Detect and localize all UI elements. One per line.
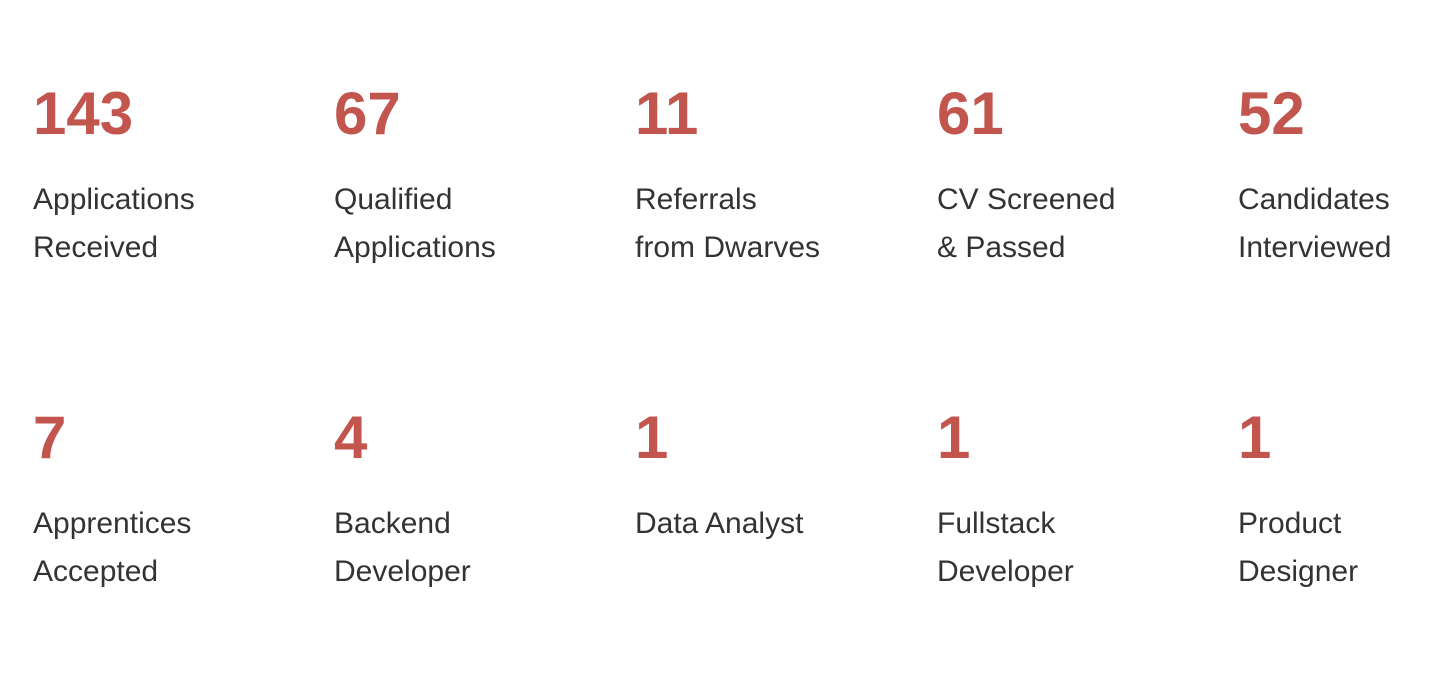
stat-label-line-1: Candidates [1238, 183, 1390, 216]
stat-label-line-2: & Passed [937, 231, 1066, 264]
stat-label: Applications Received [33, 176, 333, 272]
stat-label-line-1: Qualified [334, 183, 453, 216]
stat-card-fullstack-developer: 1 Fullstack Developer [937, 406, 1237, 596]
stat-label: Product Designer [1238, 500, 1442, 596]
stat-label: Backend Developer [334, 500, 634, 596]
stat-label: Qualified Applications [334, 176, 634, 272]
stat-label-line-1: Applications [33, 183, 195, 216]
stat-label: Apprentices Accepted [33, 500, 333, 596]
stat-label: Referrals from Dwarves [635, 176, 935, 272]
stat-label-line-1: Backend [334, 507, 451, 540]
stat-label-line-2: Developer [334, 555, 471, 588]
stat-label-line-1: Apprentices [33, 507, 192, 540]
stat-card-qualified-applications: 67 Qualified Applications [334, 82, 634, 272]
stat-value: 1 [937, 404, 971, 471]
stat-label-line-2: Interviewed [1238, 231, 1392, 264]
stat-card-apprentices-accepted: 7 Apprentices Accepted [33, 406, 333, 596]
stat-label-line-2: Applications [334, 231, 496, 264]
stat-card-applications-received: 143 Applications Received [33, 82, 333, 272]
stat-card-referrals: 11 Referrals from Dwarves [635, 82, 935, 272]
stat-label: CV Screened & Passed [937, 176, 1237, 272]
stat-card-product-designer: 1 Product Designer [1238, 406, 1442, 596]
stat-label-line-2: from Dwarves [635, 231, 821, 264]
stat-label-line-1: Data Analyst [635, 507, 804, 540]
stat-label-line-2: Designer [1238, 555, 1359, 588]
stat-value: 11 [635, 80, 699, 147]
stat-label-line-2: Received [33, 231, 159, 264]
stats-row-bottom: 7 Apprentices Accepted 4 Backend Develop… [33, 406, 1433, 606]
stat-value: 52 [1238, 80, 1305, 147]
stat-card-backend-developer: 4 Backend Developer [334, 406, 634, 596]
stat-label: Candidates Interviewed [1238, 176, 1442, 272]
stat-card-cv-screened: 61 CV Screened & Passed [937, 82, 1237, 272]
stat-label-line-2: Accepted [33, 555, 159, 588]
stat-value: 1 [635, 404, 669, 471]
stat-card-data-analyst: 1 Data Analyst [635, 406, 935, 548]
stat-value: 1 [1238, 404, 1272, 471]
stat-value: 61 [937, 80, 1004, 147]
stat-label-line-1: Referrals [635, 183, 757, 216]
stat-label: Fullstack Developer [937, 500, 1237, 596]
stat-value: 7 [33, 404, 67, 471]
stat-value: 143 [33, 80, 134, 147]
stat-card-candidates-interviewed: 52 Candidates Interviewed [1238, 82, 1442, 272]
stat-label: Data Analyst [635, 500, 935, 548]
stat-value: 67 [334, 80, 401, 147]
stat-label-line-1: Product [1238, 507, 1342, 540]
stat-value: 4 [334, 404, 368, 471]
stats-row-top: 143 Applications Received 67 Qualified A… [33, 82, 1433, 282]
stat-label-line-2: Developer [937, 555, 1074, 588]
stat-label-line-1: CV Screened [937, 183, 1116, 216]
stat-label-line-1: Fullstack [937, 507, 1056, 540]
